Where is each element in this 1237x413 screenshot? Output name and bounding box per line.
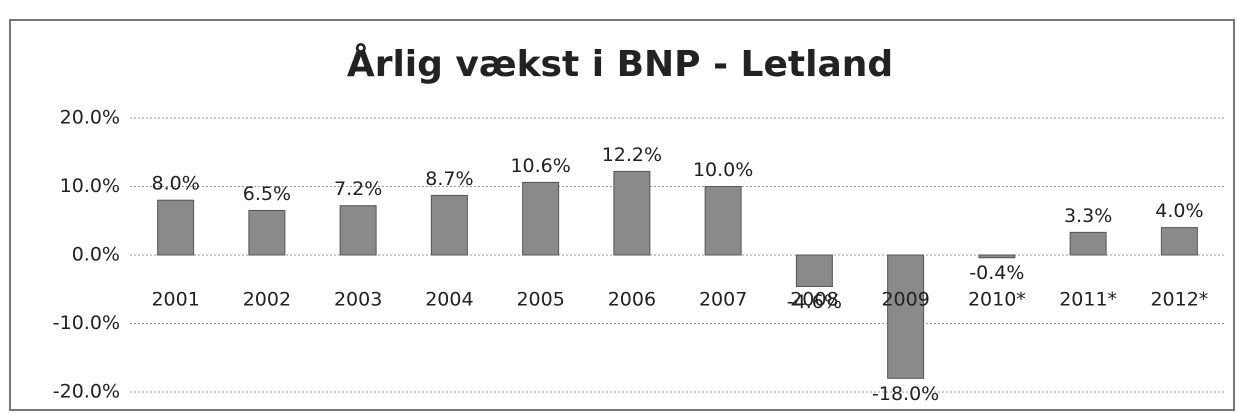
x-tick-label: 2004 (425, 289, 473, 311)
bar (887, 254, 925, 379)
bar (157, 199, 195, 256)
x-tick-label: 2009 (881, 289, 929, 311)
value-label: 10.6% (510, 155, 570, 177)
bar (522, 181, 560, 256)
value-label: 6.5% (243, 183, 291, 205)
y-tick-label: 20.0% (60, 107, 120, 129)
x-tick-label: 2011* (1059, 289, 1117, 311)
x-tick-label: 2006 (608, 289, 656, 311)
value-label: 8.0% (151, 173, 199, 195)
value-label: 8.7% (425, 168, 473, 190)
x-tick-label: 2005 (516, 289, 564, 311)
bar (1160, 227, 1198, 256)
value-label: 7.2% (334, 178, 382, 200)
x-tick-label: 2003 (334, 289, 382, 311)
bar (430, 194, 468, 256)
value-label: 4.0% (1155, 200, 1203, 222)
bar (704, 186, 742, 256)
bar (1069, 231, 1107, 256)
x-tick-label: 2010* (968, 289, 1026, 311)
y-tick-label: -20.0% (53, 381, 120, 403)
value-label: -0.4% (969, 262, 1024, 284)
value-label: -18.0% (872, 383, 939, 405)
value-label: 3.3% (1064, 205, 1112, 227)
value-label: -4.6% (787, 291, 842, 313)
bar (978, 254, 1016, 259)
bar (795, 254, 833, 288)
bar (248, 209, 286, 256)
x-tick-label: 2008 (790, 289, 838, 311)
value-label: 12.2% (602, 144, 662, 166)
x-tick-label: 2007 (699, 289, 747, 311)
y-tick-label: 10.0% (60, 175, 120, 197)
x-tick-label: 2001 (151, 289, 199, 311)
y-tick-label: 0.0% (72, 244, 120, 266)
chart-title: Årlig vækst i BNP - Letland (347, 43, 893, 85)
value-label: 10.0% (693, 159, 753, 181)
x-tick-label: 2012* (1150, 289, 1208, 311)
bar (339, 205, 377, 256)
y-tick-label: -10.0% (53, 312, 120, 334)
x-tick-label: 2002 (243, 289, 291, 311)
bar (613, 170, 651, 256)
